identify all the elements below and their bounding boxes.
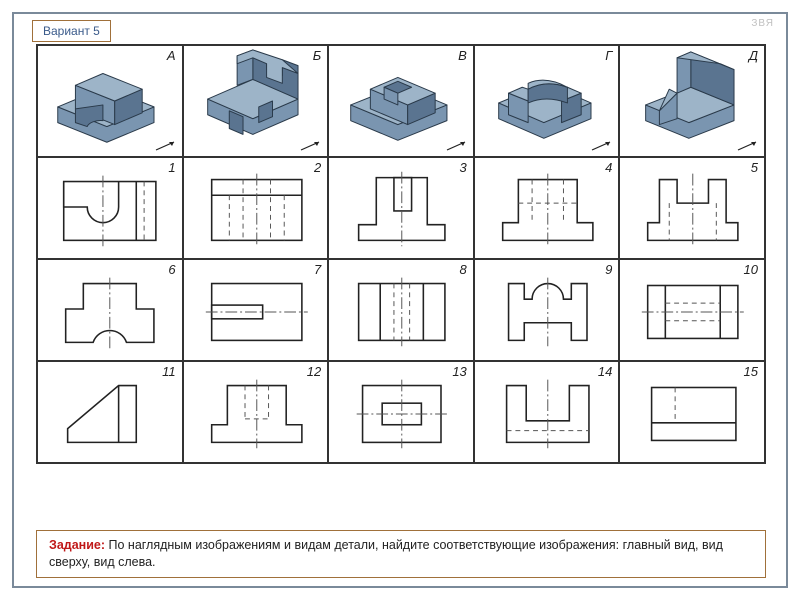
grid-row-iso: А Б [37,45,765,157]
view-arrow-icon [736,138,760,152]
watermark: ЗВЯ [751,18,774,29]
task-text: По наглядным изображениям и видам детали… [49,538,723,569]
iso-cell-b: Б [183,45,329,157]
ortho-drawing-6 [38,260,182,360]
ortho-cell-6: 6 [37,259,183,361]
ortho-drawing-15 [620,362,764,462]
ortho-drawing-13 [329,362,473,462]
ortho-drawing-5 [620,158,764,258]
grid-row-2: 6 7 [37,259,765,361]
ortho-drawing-4 [475,158,619,258]
ortho-cell-1: 1 [37,157,183,259]
ortho-drawing-14 [475,362,619,462]
variant-badge: Вариант 5 [32,20,111,42]
task-box: Задание: По наглядным изображениям и вид… [36,530,766,578]
grid-row-1: 1 2 [37,157,765,259]
task-label: Задание: [49,538,105,552]
ortho-drawing-2 [184,158,328,258]
ortho-drawing-10 [620,260,764,360]
iso-cell-a: А [37,45,183,157]
grid-row-3: 11 12 [37,361,765,463]
worksheet-frame: ЗВЯ Вариант 5 А [12,12,788,588]
ortho-drawing-1 [38,158,182,258]
iso-cell-g: Г [474,45,620,157]
ortho-drawing-3 [329,158,473,258]
ortho-drawing-7 [184,260,328,360]
ortho-cell-2: 2 [183,157,329,259]
ortho-drawing-12 [184,362,328,462]
ortho-cell-10: 10 [619,259,765,361]
view-arrow-icon [154,138,178,152]
ortho-cell-15: 15 [619,361,765,463]
ortho-cell-12: 12 [183,361,329,463]
ortho-cell-13: 13 [328,361,474,463]
ortho-drawing-8 [329,260,473,360]
ortho-cell-8: 8 [328,259,474,361]
ortho-cell-14: 14 [474,361,620,463]
ortho-cell-9: 9 [474,259,620,361]
ortho-cell-3: 3 [328,157,474,259]
iso-cell-d: Д [619,45,765,157]
ortho-cell-7: 7 [183,259,329,361]
ortho-drawing-11 [38,362,182,462]
ortho-cell-5: 5 [619,157,765,259]
view-arrow-icon [299,138,323,152]
view-arrow-icon [445,138,469,152]
ortho-cell-11: 11 [37,361,183,463]
ortho-drawing-9 [475,260,619,360]
drawing-grid: А Б [36,44,766,464]
view-arrow-icon [590,138,614,152]
ortho-cell-4: 4 [474,157,620,259]
iso-cell-v: В [328,45,474,157]
